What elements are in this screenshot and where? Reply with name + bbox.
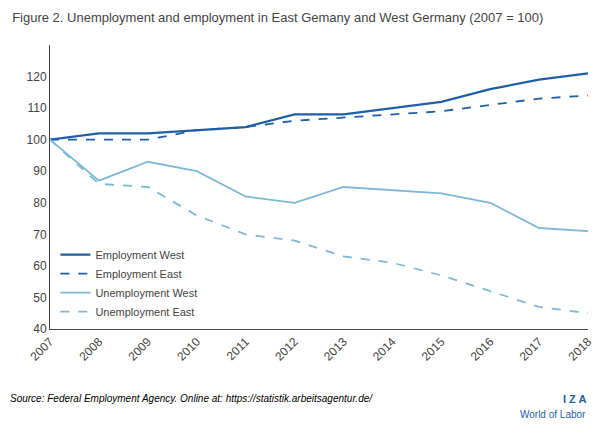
svg-text:Unemployment East: Unemployment East (95, 306, 194, 318)
svg-text:2013: 2013 (321, 335, 350, 364)
svg-text:Employment East: Employment East (95, 268, 181, 280)
svg-text:2009: 2009 (125, 335, 154, 364)
svg-text:50: 50 (33, 291, 47, 305)
svg-text:2016: 2016 (468, 335, 497, 364)
svg-text:70: 70 (33, 228, 47, 242)
svg-text:Employment West: Employment West (95, 249, 184, 261)
svg-text:2007: 2007 (28, 335, 57, 364)
svg-text:60: 60 (33, 259, 47, 273)
svg-text:Source: Federal Employment Age: Source: Federal Employment Agency. Onlin… (10, 393, 373, 404)
svg-text:2008: 2008 (76, 335, 105, 364)
svg-text:2010: 2010 (174, 335, 203, 364)
svg-text:2012: 2012 (272, 335, 301, 364)
svg-text:40: 40 (33, 322, 47, 336)
svg-text:Unemployment West: Unemployment West (95, 287, 197, 299)
svg-text:2017: 2017 (517, 335, 546, 364)
svg-text:100: 100 (27, 133, 47, 147)
svg-text:90: 90 (33, 164, 47, 178)
svg-text:World of Labor: World of Labor (520, 409, 586, 420)
svg-text:2014: 2014 (370, 335, 399, 364)
svg-text:Figure 2. Unemployment and emp: Figure 2. Unemployment and employment in… (12, 10, 543, 25)
svg-text:120: 120 (27, 70, 47, 84)
svg-text:110: 110 (27, 101, 46, 115)
svg-text:80: 80 (33, 196, 47, 210)
svg-text:2015: 2015 (419, 335, 448, 364)
svg-text:I Z A: I Z A (563, 393, 586, 405)
svg-text:2011: 2011 (224, 335, 252, 363)
svg-text:2018: 2018 (566, 335, 595, 364)
